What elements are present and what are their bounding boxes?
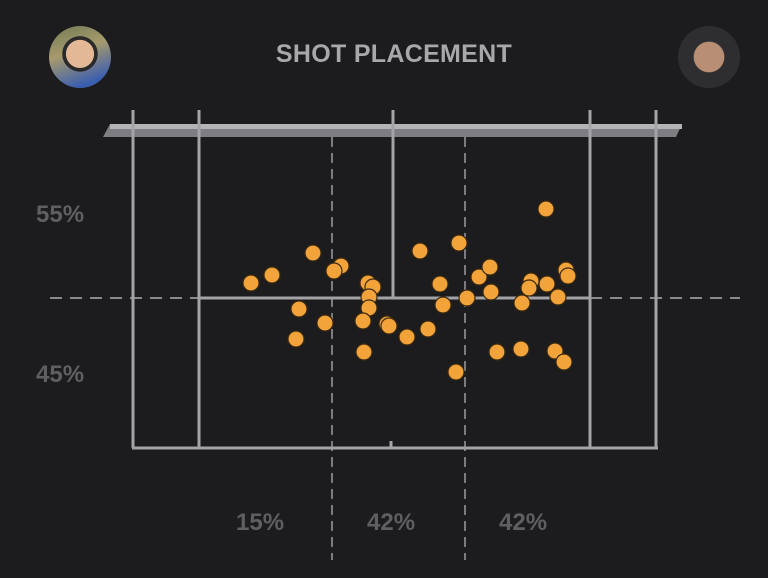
- shot-dot: [419, 320, 437, 338]
- depth-short-label: 45%: [36, 361, 85, 388]
- shot-dot: [450, 234, 468, 252]
- shot-dot: [537, 200, 555, 218]
- shot-dot: [520, 279, 538, 297]
- player-avatar-left[interactable]: [49, 26, 111, 88]
- zone-middle-label: 42%: [367, 509, 416, 536]
- player-avatar-right[interactable]: [678, 26, 740, 88]
- court-lines: [131, 110, 658, 450]
- shot-dots: [242, 200, 577, 381]
- shot-dot: [304, 244, 322, 262]
- shot-dot: [555, 353, 573, 371]
- shot-dot: [458, 289, 476, 307]
- shot-dot: [513, 294, 531, 312]
- shot-dot: [546, 342, 564, 360]
- shot-dot: [242, 274, 260, 292]
- shot-dot: [447, 363, 465, 381]
- zone-left-label: 15%: [236, 509, 285, 536]
- shot-dot: [512, 340, 530, 358]
- shot-dot: [325, 262, 343, 280]
- shot-dot: [488, 343, 506, 361]
- depth-deep-label: 55%: [36, 201, 85, 228]
- shot-dot: [355, 343, 373, 361]
- net-posts: [131, 110, 658, 140]
- shot-dot: [411, 242, 429, 260]
- shot-dot: [380, 317, 398, 335]
- shot-dot: [287, 330, 305, 348]
- shot-dot: [263, 266, 281, 284]
- shot-dot: [354, 312, 372, 330]
- shot-dot: [398, 328, 416, 346]
- shot-dot: [290, 300, 308, 318]
- page-title: SHOT PLACEMENT: [275, 40, 513, 68]
- shot-dot: [316, 314, 334, 332]
- zone-right-label: 42%: [499, 509, 548, 536]
- shot-dot: [559, 267, 577, 285]
- shot-dot: [470, 268, 488, 286]
- shot-dot: [481, 258, 499, 276]
- shot-dot: [538, 275, 556, 293]
- shot-dot: [482, 283, 500, 301]
- shot-dot: [434, 296, 452, 314]
- shot-dot: [431, 275, 449, 293]
- zone-divider-lines: [331, 137, 466, 560]
- shot-dot: [549, 288, 567, 306]
